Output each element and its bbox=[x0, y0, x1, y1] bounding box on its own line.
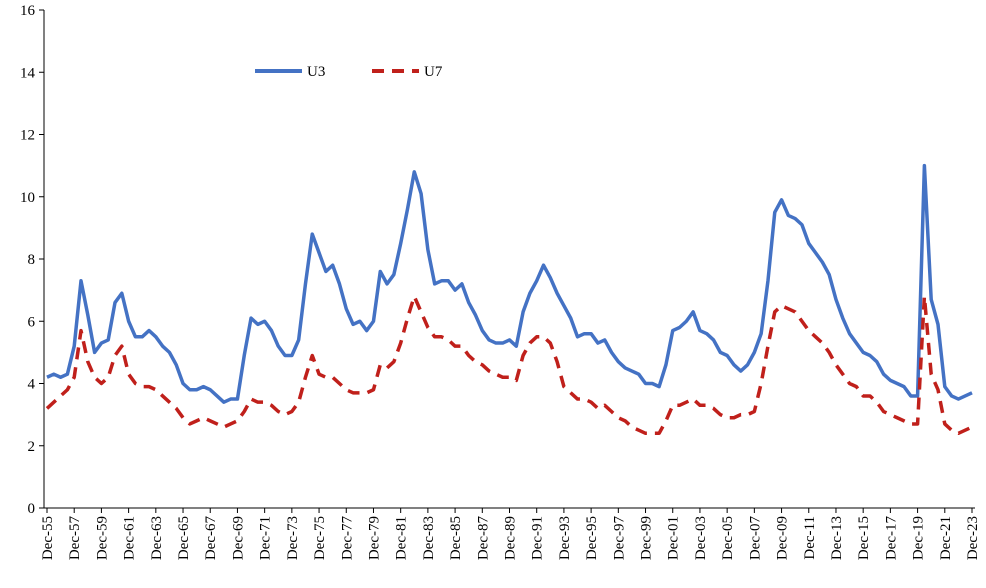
x-tick-label: Dec-19 bbox=[911, 516, 927, 560]
x-tick-label: Dec-85 bbox=[448, 516, 464, 560]
y-tick-label: 12 bbox=[20, 128, 35, 144]
x-tick-label: Dec-87 bbox=[475, 516, 491, 561]
x-tick-label: Dec-23 bbox=[965, 516, 981, 560]
x-tick-label: Dec-59 bbox=[94, 516, 110, 560]
y-tick-label: 6 bbox=[28, 314, 36, 330]
line-u7 bbox=[45, 294, 973, 436]
x-tick-label: Dec-11 bbox=[802, 516, 818, 560]
x-tick-label: Dec-13 bbox=[829, 516, 845, 560]
x-tick-label: Dec-71 bbox=[258, 516, 274, 560]
x-tick-label: Dec-65 bbox=[176, 516, 192, 560]
x-tick-label: Dec-09 bbox=[775, 516, 791, 560]
x-tick-label: Dec-79 bbox=[366, 516, 382, 560]
x-tick-label: Dec-55 bbox=[40, 516, 56, 560]
x-tick-label: Dec-83 bbox=[421, 516, 437, 560]
x-tick-label: Dec-21 bbox=[938, 516, 954, 560]
y-tick-label: 16 bbox=[20, 3, 36, 19]
x-tick-label: Dec-61 bbox=[122, 516, 138, 560]
x-tick-label: Dec-73 bbox=[285, 516, 301, 560]
x-tick-label: Dec-75 bbox=[312, 516, 328, 560]
y-tick-label: 4 bbox=[28, 377, 36, 393]
x-tick-label: Dec-07 bbox=[747, 516, 763, 561]
x-tick-label: Dec-97 bbox=[611, 516, 627, 561]
x-tick-label: Dec-81 bbox=[394, 516, 410, 560]
legend-label: U3 bbox=[307, 64, 325, 80]
y-tick-label: 0 bbox=[28, 501, 36, 517]
line-u3 bbox=[46, 163, 973, 404]
x-tick-label: Dec-15 bbox=[856, 516, 872, 560]
legend-label: U7 bbox=[424, 64, 443, 80]
x-tick-label: Dec-05 bbox=[720, 516, 736, 560]
x-tick-label: Dec-01 bbox=[666, 516, 682, 560]
x-tick-label: Dec-91 bbox=[530, 516, 546, 560]
x-tick-label: Dec-17 bbox=[883, 516, 899, 561]
x-tick-label: Dec-03 bbox=[693, 516, 709, 560]
x-tick-label: Dec-63 bbox=[149, 516, 165, 560]
y-tick-label: 10 bbox=[20, 190, 35, 206]
x-tick-label: Dec-89 bbox=[503, 516, 519, 560]
x-tick-label: Dec-69 bbox=[230, 516, 246, 560]
x-tick-label: Dec-93 bbox=[557, 516, 573, 560]
y-tick-label: 2 bbox=[28, 439, 36, 455]
x-tick-label: Dec-57 bbox=[67, 516, 83, 561]
y-tick-label: 8 bbox=[28, 252, 36, 268]
y-tick-label: 14 bbox=[20, 65, 36, 81]
x-tick-label: Dec-67 bbox=[203, 516, 219, 561]
x-tick-label: Dec-77 bbox=[339, 516, 355, 561]
x-tick-label: Dec-99 bbox=[639, 516, 655, 560]
x-tick-label: Dec-95 bbox=[584, 516, 600, 560]
